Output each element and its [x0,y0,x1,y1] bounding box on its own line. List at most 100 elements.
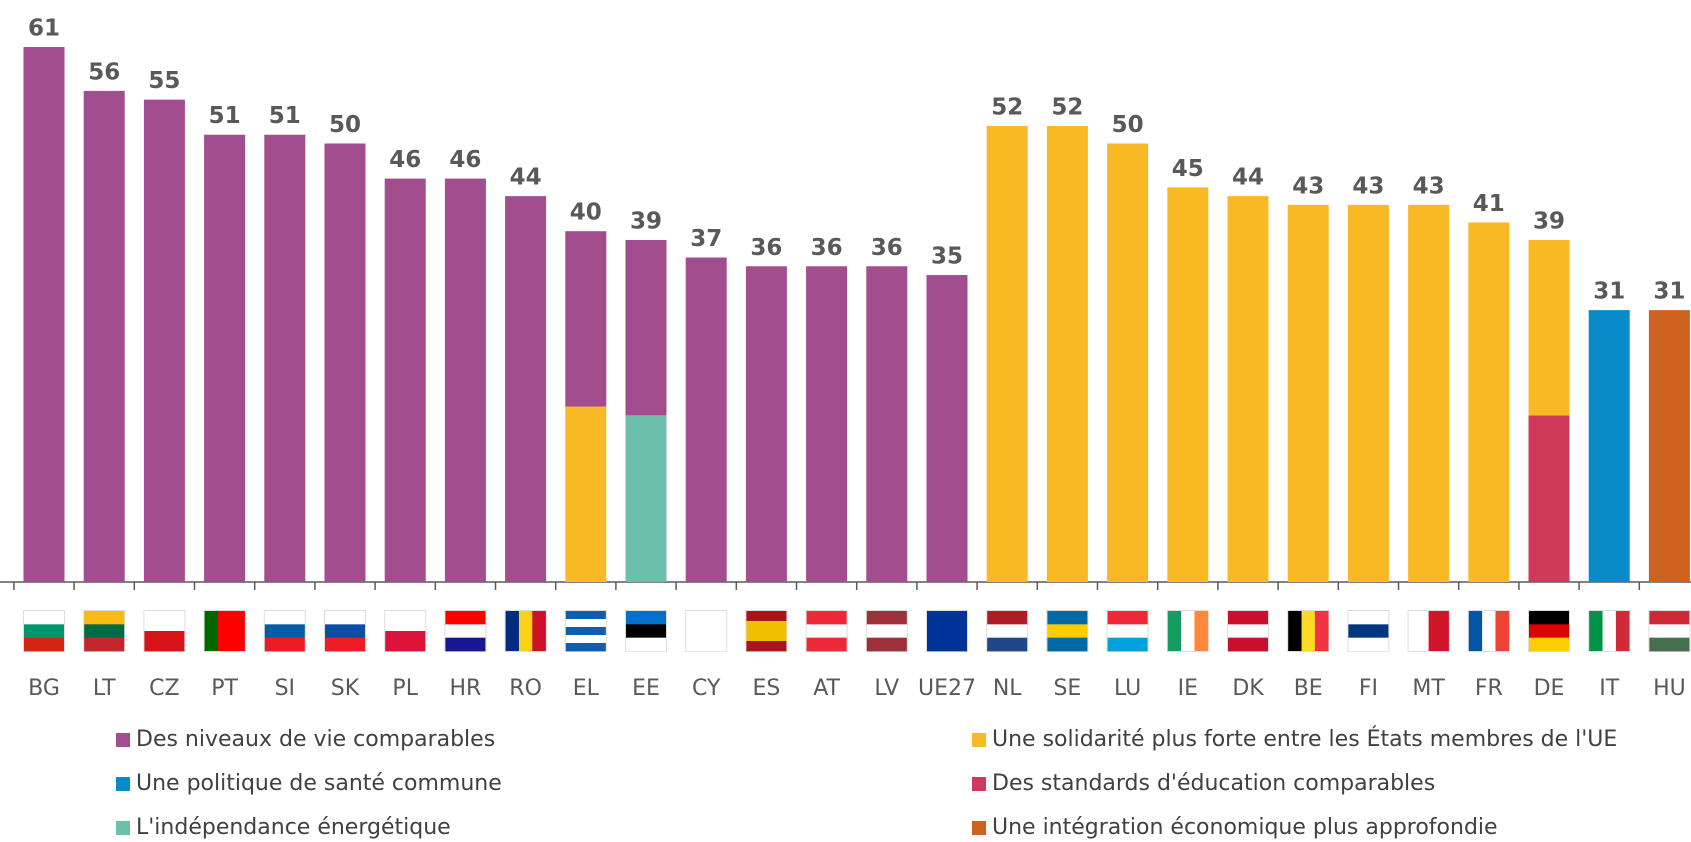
flag [1228,611,1268,625]
category-label: BG [28,676,60,701]
flag [1602,611,1617,651]
flag [532,611,546,651]
bar-segment [986,125,1028,583]
flag [565,643,606,652]
flag [746,641,787,652]
flag [1495,611,1510,651]
flag [1348,611,1389,625]
category-label: HU [1653,676,1686,701]
flag [84,624,125,638]
value-label: 43 [1352,173,1384,199]
flag [565,635,606,644]
legend-swatch [972,821,986,835]
legend-label: Des niveaux de vie comparables [136,727,495,752]
bar-segment [143,99,185,583]
bar-segment [264,134,306,583]
flag [505,611,520,651]
flag [927,611,967,652]
flag [987,637,1028,652]
flag [325,637,365,652]
flag [204,611,219,651]
value-label: 51 [269,103,301,129]
bar-segment [625,239,667,416]
value-label: 44 [510,165,542,191]
category-label: CY [692,676,721,701]
flag [1107,637,1148,652]
flag [626,624,666,638]
flag [1167,611,1182,651]
bar-segment [565,231,607,407]
bar-segment [1528,239,1570,416]
value-label: 46 [389,147,421,173]
value-label: 44 [1232,165,1264,191]
value-label: 46 [449,147,481,173]
category-label: IT [1599,676,1619,701]
legend-swatch [116,777,130,791]
legend-label: Une solidarité plus forte entre les État… [992,726,1617,752]
flag [1181,611,1195,651]
flag [385,631,426,652]
category-label: UE27 [918,676,976,701]
legend-swatch [972,733,986,747]
value-label: 61 [28,16,60,42]
legend-label: Une intégration économique plus approfon… [992,815,1498,840]
bar-segment [1468,222,1510,582]
bar-segment [204,134,246,583]
legend-label: Une politique de santé commune [136,771,502,796]
flag [746,621,787,632]
flag [24,637,64,652]
flag [1348,624,1389,638]
bar-segment [384,178,426,582]
bar-segment [1046,125,1088,583]
flag [231,611,245,651]
flag [264,624,305,638]
flag [866,611,907,625]
flag [445,624,486,638]
flag [84,611,125,625]
bar-segment [1347,204,1389,582]
flag [445,611,486,625]
flag [565,619,606,628]
flag [746,631,787,642]
flag [565,611,606,620]
bar-segment [505,196,547,582]
bar-segment [1167,187,1209,582]
value-label: 41 [1473,191,1505,217]
category-label: PT [211,676,238,701]
flag [1107,611,1148,625]
bar-segment [324,143,366,582]
category-label: EL [573,676,600,701]
category-label: DK [1232,676,1264,701]
value-label: 39 [630,208,662,234]
flag [1589,611,1603,651]
flag [1047,624,1088,638]
legend-swatch [116,733,130,747]
flag [1529,637,1569,652]
category-label: HR [449,676,481,701]
flag [385,611,426,632]
category-label: PL [392,676,418,701]
flag [1348,637,1389,652]
bar-segment [444,178,486,582]
flag [144,611,185,632]
flag [1408,611,1429,651]
flag [987,611,1028,625]
category-label: SI [275,676,295,701]
flag [806,624,847,638]
bar-segment [1408,204,1450,582]
flag [1228,624,1268,638]
flag [1468,611,1483,651]
value-label: 45 [1172,156,1204,182]
value-label: 52 [991,94,1023,120]
flag [1228,637,1268,652]
bar-segment [806,266,848,582]
value-label: 51 [209,103,241,129]
legend-swatch [116,821,130,835]
category-label: FR [1475,676,1503,701]
flag [1615,611,1630,651]
bar-segment [1588,310,1630,582]
flag [626,611,666,625]
value-label: 56 [88,59,120,85]
flag [565,627,606,636]
category-label: SK [331,676,360,701]
